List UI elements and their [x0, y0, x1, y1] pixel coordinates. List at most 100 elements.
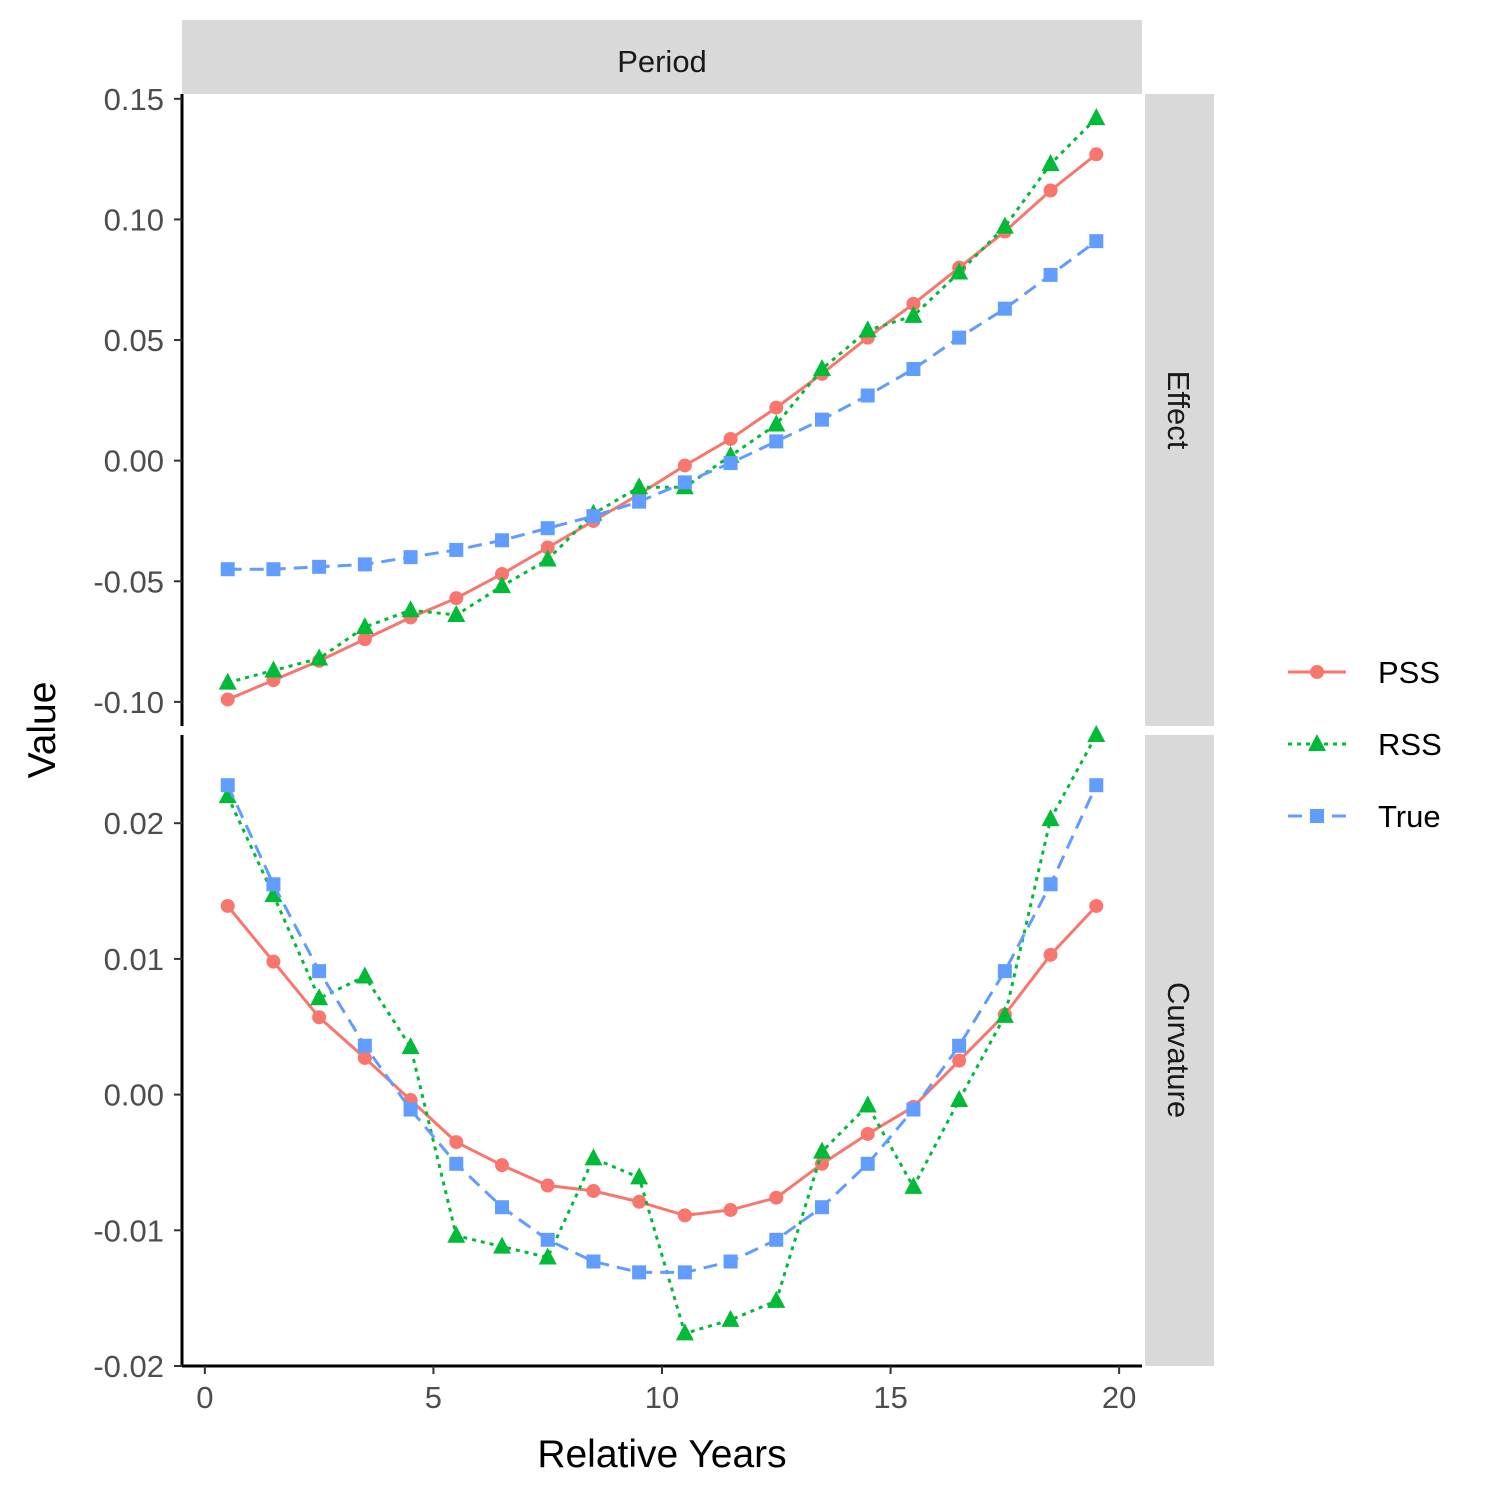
data-point-true [540, 1232, 555, 1247]
data-point-true [312, 559, 327, 574]
data-point-true [220, 778, 235, 793]
y-axis-title: Value [21, 682, 64, 779]
data-point-rss [675, 1323, 694, 1341]
data-point-rss [493, 1236, 511, 1254]
data-point-pss [1043, 183, 1058, 198]
data-point-pss [540, 540, 555, 555]
data-point-pss [540, 1178, 555, 1193]
data-point-pss [1089, 898, 1104, 913]
x-tick-label: 15 [873, 1380, 907, 1415]
data-point-rss [538, 1247, 557, 1265]
data-point-pss [586, 1183, 601, 1198]
data-point-true [449, 1156, 464, 1171]
data-point-pss [769, 400, 784, 415]
data-point-true [357, 557, 372, 572]
x-tick-label: 5 [425, 1380, 442, 1415]
data-point-rss [995, 216, 1014, 234]
facet-strip-effect [1145, 94, 1214, 726]
series-true [220, 234, 1104, 577]
data-point-pss [677, 1208, 692, 1223]
data-point-rss [767, 414, 786, 432]
data-point-true [586, 1254, 601, 1269]
data-point-pss [1089, 147, 1104, 162]
data-point-pss [723, 1202, 738, 1217]
data-point-pss [312, 1010, 327, 1025]
y-tick-label: 0.00 [104, 444, 164, 479]
data-point-true [266, 562, 281, 577]
data-point-pss [952, 1053, 967, 1068]
legend-label: RSS [1378, 727, 1442, 762]
data-point-true [403, 1102, 418, 1117]
data-point-pss [357, 632, 372, 647]
series-line-rss [227, 117, 1098, 685]
data-point-true [952, 1038, 967, 1053]
data-point-pss [449, 1135, 464, 1150]
data-point-rss [1041, 153, 1060, 171]
data-point-pss [1043, 947, 1058, 962]
data-point-true [952, 330, 967, 345]
data-point-rss [1087, 725, 1106, 742]
data-point-rss [950, 1090, 969, 1108]
y-tick-label: 0.02 [104, 806, 164, 841]
data-point-pss [266, 954, 281, 969]
facet-strip-effect-label: Effect [1161, 371, 1196, 450]
data-point-rss [904, 305, 923, 323]
x-tick-label: 20 [1102, 1380, 1136, 1415]
data-point-rss [813, 1141, 831, 1159]
data-point-true [997, 301, 1012, 316]
y-tick-label: -0.10 [93, 685, 164, 720]
series-rss [218, 725, 1106, 1341]
legend-entry-pss: PSS [1288, 655, 1440, 690]
data-point-true [586, 509, 601, 524]
data-point-true [403, 550, 418, 565]
data-point-true [357, 1038, 372, 1053]
data-point-rss [401, 600, 420, 618]
data-point-rss [995, 1005, 1014, 1023]
data-point-rss [310, 988, 329, 1006]
data-point-true [495, 533, 509, 548]
data-point-true [769, 1232, 784, 1247]
data-point-pss [860, 1126, 875, 1141]
data-point-true [815, 1200, 829, 1215]
data-point-pss [357, 1050, 372, 1065]
data-point-pss [495, 1158, 509, 1173]
data-point-true [540, 521, 555, 536]
data-point-true [677, 475, 692, 490]
legend-marker [1310, 809, 1324, 823]
y-tick-label: 0.05 [104, 323, 164, 358]
x-tick-label: 10 [645, 1380, 679, 1415]
data-point-rss [1087, 108, 1106, 126]
data-point-rss [310, 648, 329, 666]
data-point-pss [769, 1190, 784, 1205]
legend-marker [1308, 734, 1326, 751]
data-point-true [769, 434, 784, 449]
data-point-rss [858, 320, 877, 338]
data-point-true [997, 964, 1012, 979]
y-tick-label: -0.05 [93, 564, 164, 599]
series-rss [218, 108, 1106, 690]
data-point-rss [584, 1148, 603, 1166]
data-point-true [860, 388, 875, 403]
panel-effect: -0.10 -0.05 0.00 0.05 0.10 0.15 [93, 82, 1106, 726]
data-point-rss [264, 885, 283, 903]
data-point-pss [906, 296, 921, 311]
data-point-true [860, 1156, 875, 1171]
data-point-true [312, 964, 327, 979]
y-tick-label: 0.15 [104, 82, 164, 117]
y-tick-label: 0.01 [104, 942, 164, 977]
series-line-true [226, 784, 1098, 1274]
data-point-pss [449, 591, 464, 606]
legend-entry-true: True [1288, 799, 1441, 834]
data-point-true [449, 542, 464, 557]
data-point-rss [355, 966, 374, 984]
data-point-pss [632, 1194, 647, 1209]
data-point-rss [950, 262, 969, 280]
data-point-rss [813, 358, 831, 376]
x-axis-title: Relative Years [537, 1433, 786, 1476]
y-tick-label: -0.01 [93, 1213, 164, 1248]
y-tick-label: 0.10 [104, 202, 164, 237]
data-point-rss [401, 1037, 420, 1055]
data-point-true [632, 1265, 647, 1280]
data-point-rss [264, 660, 283, 678]
data-point-true [1043, 267, 1058, 282]
